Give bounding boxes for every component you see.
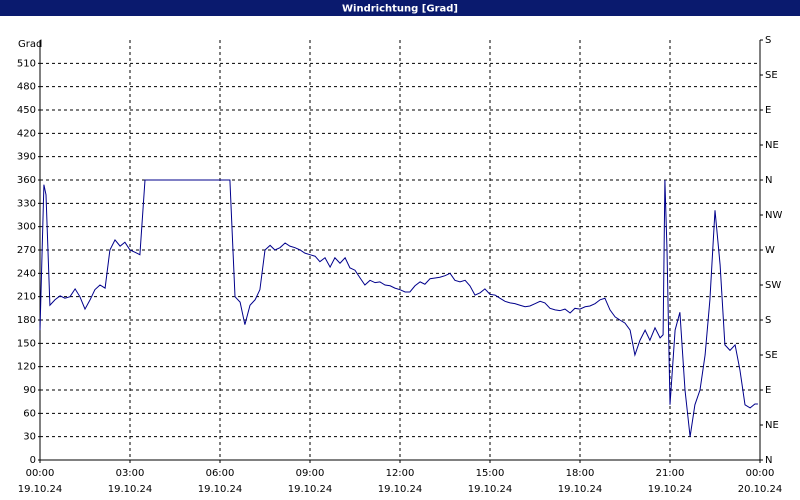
y-tick-label: 240 xyxy=(17,268,36,279)
x-tick-label: 09:00 xyxy=(296,468,325,479)
y-tick-label: 0 xyxy=(30,455,36,466)
y-tick-label: 30 xyxy=(23,432,36,443)
y2-tick-label: E xyxy=(765,105,771,116)
y-tick-label: 120 xyxy=(17,362,36,373)
y-tick-label: 360 xyxy=(17,175,36,186)
y-tick-label: 90 xyxy=(23,385,36,396)
x-tick-date: 19.10.24 xyxy=(288,484,333,495)
y2-tick-label: SE xyxy=(765,70,778,81)
y2-tick-label: SE xyxy=(765,350,778,361)
y-tick-label: 510 xyxy=(17,58,36,69)
y2-tick-label: SW xyxy=(765,280,781,291)
x-tick-date: 19.10.24 xyxy=(468,484,513,495)
data-line xyxy=(39,179,758,437)
x-tick-label: 12:00 xyxy=(386,468,415,479)
y-tick-label: 480 xyxy=(17,82,36,93)
x-tick-date: 19.10.24 xyxy=(198,484,243,495)
x-tick-label: 03:00 xyxy=(116,468,145,479)
chart-title: Windrichtung [Grad] xyxy=(342,4,458,15)
y-tick-label: 210 xyxy=(17,292,36,303)
x-tick-label: 21:00 xyxy=(656,468,685,479)
y2-tick-label: E xyxy=(765,385,771,396)
x-tick-label: 06:00 xyxy=(206,468,235,479)
x-tick-label: 15:00 xyxy=(476,468,505,479)
x-tick-label: 00:00 xyxy=(26,468,55,479)
y-tick-label: 330 xyxy=(17,198,36,209)
y2-tick-label: NW xyxy=(765,210,782,221)
x-tick-date: 19.10.24 xyxy=(648,484,693,495)
y2-tick-label: N xyxy=(765,455,772,466)
x-tick-date: 19.10.24 xyxy=(558,484,603,495)
y2-tick-label: W xyxy=(765,245,775,256)
y-tick-label: 180 xyxy=(17,315,36,326)
x-tick-date: 20.10.24 xyxy=(738,484,783,495)
y2-tick-label: N xyxy=(765,175,772,186)
title-bar xyxy=(0,0,800,16)
y2-tick-label: S xyxy=(765,315,771,326)
y-axis-label: Grad xyxy=(18,39,42,50)
y-tick-label: 450 xyxy=(17,105,36,116)
x-tick-label: 18:00 xyxy=(566,468,595,479)
y-tick-label: 270 xyxy=(17,245,36,256)
x-tick-date: 19.10.24 xyxy=(18,484,63,495)
y2-tick-label: NE xyxy=(765,140,779,151)
y-tick-label: 300 xyxy=(17,222,36,233)
y-tick-label: 420 xyxy=(17,128,36,139)
y-tick-label: 390 xyxy=(17,152,36,163)
y-tick-label: 60 xyxy=(23,408,36,419)
x-tick-date: 19.10.24 xyxy=(108,484,153,495)
x-tick-label: 00:00 xyxy=(746,468,775,479)
y2-tick-label: NE xyxy=(765,420,779,431)
x-tick-date: 19.10.24 xyxy=(378,484,423,495)
y2-tick-label: S xyxy=(765,35,771,46)
y-tick-label: 150 xyxy=(17,338,36,349)
